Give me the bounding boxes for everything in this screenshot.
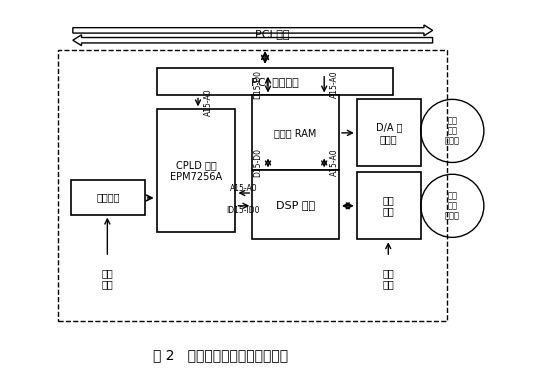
Text: ID15-ID0: ID15-ID0 [227,206,260,215]
Text: A15-A0: A15-A0 [204,88,213,116]
Bar [252,170,339,239]
Bar [357,172,421,239]
Text: D15-D0: D15-D0 [253,70,262,99]
Text: D/A 转
换输出: D/A 转 换输出 [375,122,402,144]
Bar [157,68,393,95]
Text: 图 2   运动控制器的硬件结构框图: 图 2 运动控制器的硬件结构框图 [153,349,288,363]
Text: D15-D0: D15-D0 [253,148,262,177]
Text: 差分接收: 差分接收 [96,192,120,203]
Text: PCI 通信接口: PCI 通信接口 [251,77,299,87]
Text: 伺服
电机
驱动器: 伺服 电机 驱动器 [445,116,460,146]
FancyArrow shape [73,35,433,46]
Text: 限位
信号: 限位 信号 [382,268,394,289]
Text: 双端口 RAM: 双端口 RAM [274,128,317,138]
Bar [357,99,421,166]
Bar [58,50,447,321]
FancyArrow shape [73,25,433,36]
Text: PCI 总线: PCI 总线 [255,29,289,39]
Text: 步进
电机
驱动器: 步进 电机 驱动器 [445,191,460,221]
Text: 光电
隔离: 光电 隔离 [383,195,395,217]
Text: A15-A0: A15-A0 [330,71,339,99]
Text: DSP 模块: DSP 模块 [276,200,315,210]
Bar [71,180,145,215]
Text: 光电
编码: 光电 编码 [101,268,113,289]
Text: CPLD 模块
EPM7256A: CPLD 模块 EPM7256A [170,160,222,182]
Bar [252,95,339,170]
Text: A15-A0: A15-A0 [229,184,257,192]
Bar [157,109,236,232]
Text: A15-A0: A15-A0 [330,149,339,176]
